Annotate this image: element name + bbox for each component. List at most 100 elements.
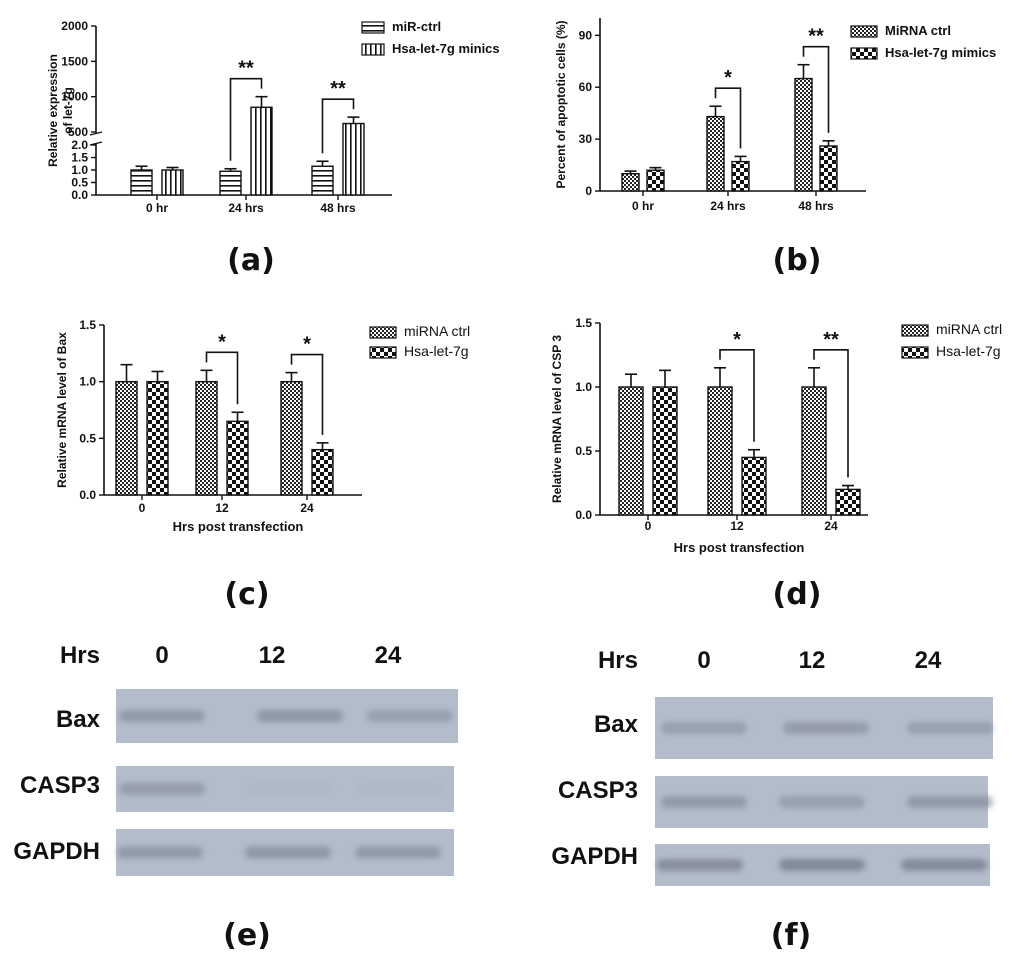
y-tick-label: 0.5 <box>79 431 96 445</box>
significance-bracket <box>714 87 742 149</box>
y-axis-title: Relative expression <box>46 54 60 167</box>
panel-label-f: (f) <box>771 918 811 953</box>
blot-row-label: Bax <box>56 706 101 733</box>
legend-label: miRNA ctrl <box>404 323 470 339</box>
bar-control <box>130 169 153 196</box>
blot-band <box>245 846 331 859</box>
y-tick-label: 1.0 <box>71 163 88 177</box>
bar-control <box>706 115 725 192</box>
bar-treatment <box>835 488 861 516</box>
significance-bracket <box>719 348 755 442</box>
blot-band <box>247 783 333 795</box>
blot-band <box>907 796 993 808</box>
bar-control <box>195 380 218 496</box>
blot-row-label: CASP3 <box>558 777 638 804</box>
blot-header-label: Hrs <box>598 647 638 674</box>
blot-band <box>657 859 743 871</box>
legend-swatch <box>850 47 878 60</box>
bar-treatment <box>342 122 365 196</box>
significance-marker: ** <box>808 26 824 48</box>
blot-band <box>357 783 443 795</box>
x-tick-label: 0 <box>645 519 652 533</box>
y-tick-label: 1000 <box>61 90 88 104</box>
bar-treatment <box>161 169 184 196</box>
y-axis-title: Relative mRNA level of Bax <box>55 332 69 488</box>
x-tick-label: 12 <box>730 519 744 533</box>
axis-break-mark <box>89 141 103 146</box>
significance-bracket <box>205 351 239 405</box>
y-tick-label: 2000 <box>61 19 88 33</box>
significance-marker: ** <box>238 58 254 80</box>
legend-swatch <box>369 326 397 339</box>
x-tick-label: 0 hr <box>146 201 168 215</box>
chart-d: 0.0 0.5 1.0 1.5 Relative mRNA level of CSP 3… <box>550 316 1002 555</box>
lane-label: 12 <box>259 642 286 669</box>
blot-band <box>901 859 987 871</box>
blot-row-label: CASP3 <box>20 772 100 799</box>
blot-band <box>783 722 869 734</box>
blot-band <box>907 722 993 734</box>
blot-f: Hrs 0 12 24 Bax CASP3 GAPDH <box>551 647 993 886</box>
x-tick-label: 0 <box>139 501 146 515</box>
blot-header-label: Hrs <box>60 642 100 669</box>
legend-swatch <box>369 346 397 359</box>
legend-label: miRNA ctrl <box>936 321 1002 337</box>
legend-swatch <box>361 21 385 34</box>
bar-control <box>621 172 640 192</box>
bar-treatment <box>250 106 273 196</box>
x-tick-label: 48 hrs <box>798 199 834 213</box>
panel-label-e: (e) <box>223 918 271 953</box>
blot-band <box>119 783 205 795</box>
y-axis-title: of let-7g <box>61 87 75 134</box>
bar-treatment <box>731 160 750 192</box>
chart-b: 0 30 60 90 Percent of apoptotic cells (%) 0 h… <box>554 18 996 213</box>
significance-marker: ** <box>330 78 346 100</box>
blot-e: Hrs 0 12 24 Bax CASP3 GAPDH <box>13 642 458 876</box>
blot-band <box>661 796 747 808</box>
legend-swatch <box>361 43 385 56</box>
y-tick-label: 500 <box>68 125 88 139</box>
y-tick-label: 0.0 <box>71 188 88 202</box>
y-axis-title: Percent of apoptotic cells (%) <box>554 20 568 188</box>
panel-label-a: (a) <box>227 243 275 278</box>
lane-label: 0 <box>155 642 168 669</box>
legend-swatch <box>901 346 929 359</box>
legend-label: Hsa-let-7g minics <box>392 41 500 56</box>
axis-break-gap <box>93 133 99 144</box>
bar-control <box>280 380 303 496</box>
lane-label: 24 <box>375 642 402 669</box>
y-tick-label: 1.5 <box>79 318 96 332</box>
panel-label-d: (d) <box>773 577 822 612</box>
y-tick-label: 90 <box>579 28 593 42</box>
significance-marker: ** <box>823 329 839 351</box>
blot-band <box>661 722 747 734</box>
blot-band <box>119 710 205 722</box>
y-tick-label: 0.5 <box>575 444 592 458</box>
x-tick-label: 24 <box>300 501 314 515</box>
y-axis-title: Relative mRNA level of CSP 3 <box>550 335 564 503</box>
significance-bracket <box>813 348 849 478</box>
legend-swatch <box>850 25 878 38</box>
bar-treatment <box>146 380 169 496</box>
y-tick-label: 1.5 <box>71 151 88 165</box>
bar-treatment <box>652 386 678 516</box>
bar-control <box>801 386 827 516</box>
blot-band <box>355 846 441 859</box>
bar-control <box>219 170 242 196</box>
y-tick-label: 30 <box>579 132 593 146</box>
y-tick-label: 0 <box>585 184 592 198</box>
chart-c: 0.0 0.5 1.0 1.5 Relative mRNA level of Bax Hr… <box>55 318 470 534</box>
bar-control <box>115 380 138 496</box>
blot-row-label: Bax <box>594 711 639 738</box>
x-tick-label: 24 hrs <box>710 199 746 213</box>
y-tick-label: 1500 <box>61 54 88 68</box>
significance-marker: * <box>724 67 732 89</box>
legend-label: Hsa-let-7g mimics <box>885 45 996 60</box>
significance-bracket <box>229 77 263 161</box>
lane-label: 12 <box>799 647 826 674</box>
blot-band <box>257 710 343 722</box>
significance-marker: * <box>303 334 311 356</box>
y-tick-label: 60 <box>579 80 593 94</box>
